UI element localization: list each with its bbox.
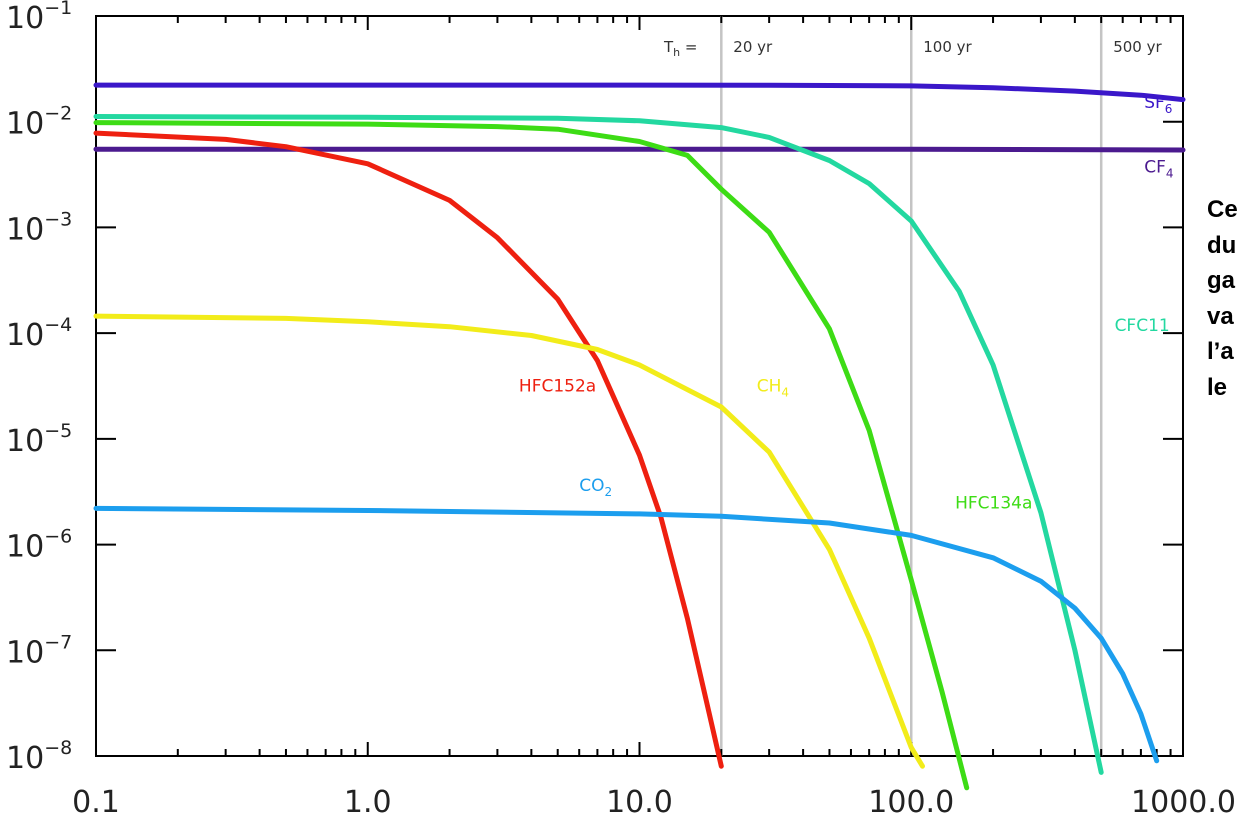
side-text-line: l’a — [1207, 338, 1234, 365]
series-line-hfc152a — [93, 130, 724, 769]
y-tick-label: 10−1 — [6, 0, 72, 36]
time-horizon-label-2: 500 yr — [1113, 38, 1162, 56]
series-label-hfc134a: HFC134a — [955, 493, 1032, 513]
time-horizon-title: Th = — [663, 38, 698, 59]
series-label-cf4: CF4 — [1144, 158, 1173, 181]
series-label-cfc11: CFC11 — [1115, 316, 1170, 336]
series-label-co2: CO2 — [579, 476, 612, 499]
side-text-line: du — [1207, 231, 1237, 259]
x-tick-label: 100.0 — [868, 785, 954, 820]
plot-frame — [95, 15, 1184, 757]
time-horizon-label-0: 20 yr — [733, 38, 773, 56]
axis-tick-labels: 0.1 1.0 10.0 100.0 1000.0 10−1 10−2 10−3 10−4 10−… — [6, 0, 1236, 820]
time-horizon-label-1: 100 yr — [923, 38, 972, 56]
y-tick-label: 10−2 — [6, 103, 72, 142]
y-tick-label: 10−4 — [6, 314, 72, 353]
x-tick-label: 10.0 — [606, 785, 673, 820]
series-line-ch4 — [93, 313, 925, 769]
y-tick-label: 10−5 — [6, 420, 72, 459]
series-line-co2 — [93, 505, 1160, 764]
series-labels: SF6 CF4 CFC11 HFC152a CH4 CO2 HFC134a — [519, 93, 1174, 513]
series-line-cfc11 — [93, 114, 1104, 775]
series-label-ch4: CH4 — [757, 377, 789, 400]
series-label-sf6: SF6 — [1144, 93, 1172, 116]
series-lines — [93, 82, 1186, 791]
side-text-line: Ce — [1207, 196, 1238, 223]
x-tick-label: 0.1 — [72, 785, 120, 820]
series-line-hfc134a — [93, 120, 970, 791]
series-line-cf4 — [93, 146, 1186, 153]
series-line-sf6 — [93, 82, 1186, 103]
x-tick-label: 1.0 — [344, 785, 392, 820]
y-tick-label: 10−6 — [6, 526, 72, 565]
y-tick-label: 10−7 — [6, 631, 72, 670]
x-tick-label: 1000.0 — [1131, 785, 1236, 820]
time-horizon-labels: Th = 20 yr 100 yr 500 yr — [663, 38, 1162, 59]
axis-ticks — [95, 15, 1183, 757]
side-text-block: Ce du ga va l’a le — [1207, 192, 1240, 405]
series-label-hfc152a: HFC152a — [519, 377, 596, 397]
side-text-line: va — [1207, 302, 1234, 330]
side-text-line: ga — [1207, 267, 1236, 294]
y-tick-label: 10−3 — [6, 208, 72, 247]
side-text-line: le — [1207, 373, 1228, 401]
time-horizon-lines — [720, 16, 1103, 756]
y-tick-label: 10−8 — [6, 737, 72, 776]
